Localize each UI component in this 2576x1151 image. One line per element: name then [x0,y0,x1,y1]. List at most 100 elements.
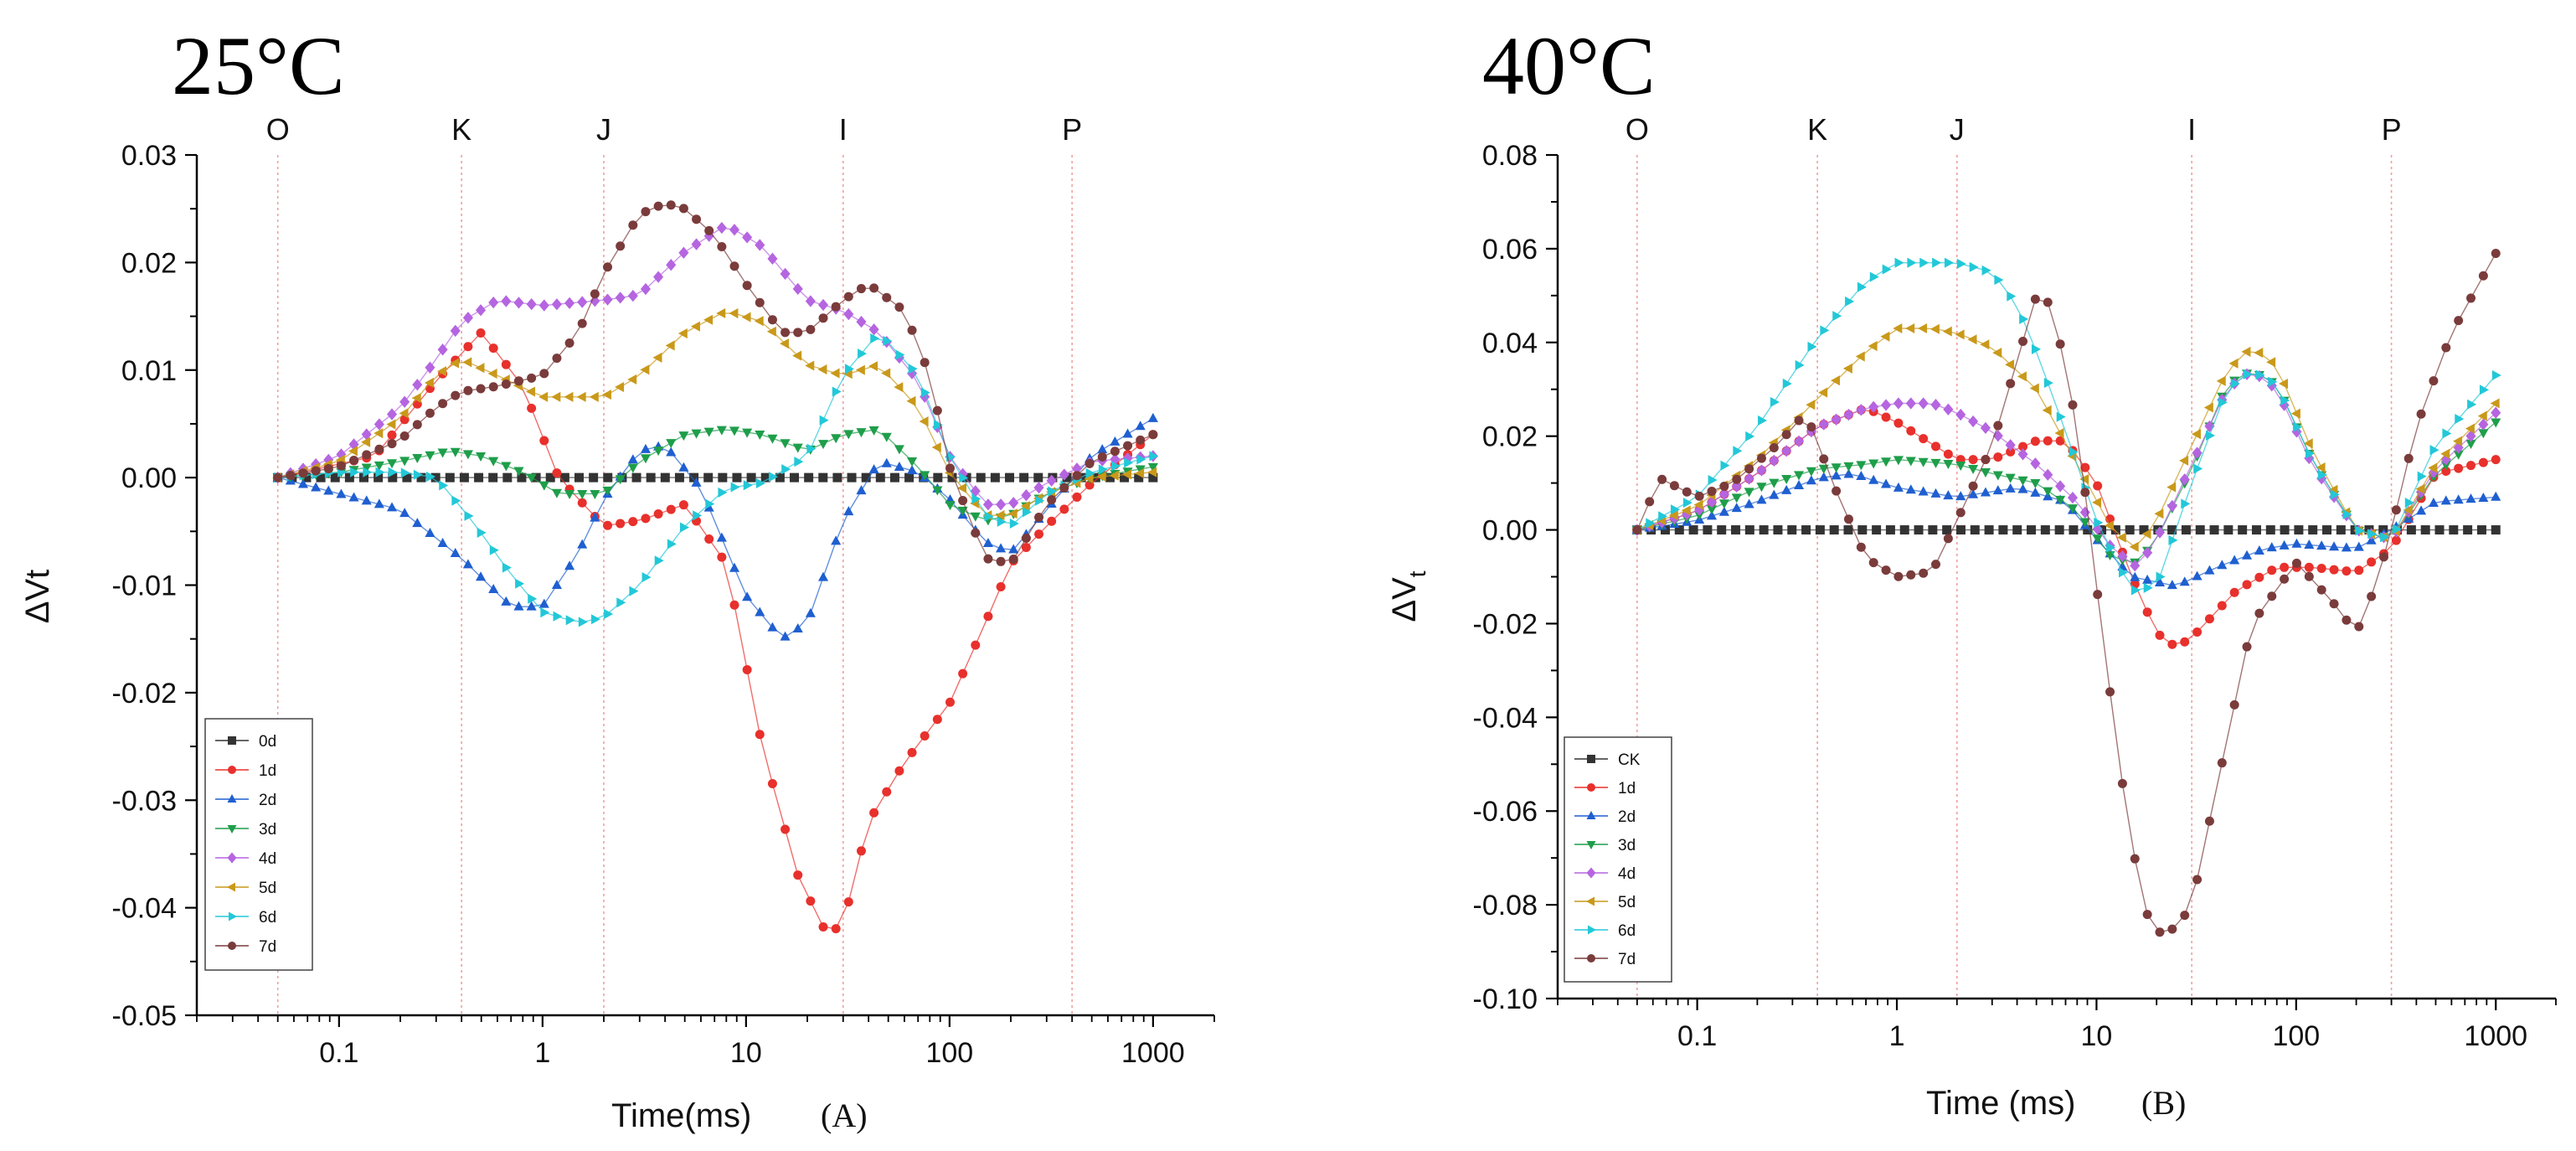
panel-a-series-6d-point [858,348,868,359]
panel-a-phase-label-J: J [596,112,611,147]
panel-a-series-6d-point [984,511,994,522]
panel-a-series-7d-point [882,292,892,302]
panel-b-series-3d-point [2067,504,2079,514]
panel-b-temperature-label: 40°C [1482,19,1656,112]
panel-b-series-CK-point [2308,525,2318,535]
panel-b-series-7d-point [1906,570,1916,580]
panel-b-series-6d-point [2106,542,2116,553]
panel-a-series-7d-point [945,463,955,473]
panel-b-series-4d-point [1955,408,1966,421]
panel-b-series-4d-point [1731,480,1742,493]
panel-a-series-6d-point [743,480,753,491]
panel-b-series-CK-point [1773,525,1783,535]
panel-a-series-5d-point [703,314,714,325]
panel-b-series-6d-point [2330,489,2340,500]
panel-b-series-5d-point [1967,334,1977,345]
panel-a-legend-label-1d: 1d [259,762,276,780]
panel-a-series-2d-point [1008,544,1019,554]
panel-a-series-5d-point [842,369,853,379]
panel-b-series-7d-point [2117,778,2127,788]
panel-a-series-7d-point [717,242,727,252]
panel-b-legend-label-4d: 4d [1618,865,1636,883]
panel-b-legend-label-5d: 5d [1618,894,1636,911]
panel-a-series-4d-point [755,239,765,251]
panel-b-series-2d-point [2192,570,2202,581]
panel-a-series-6d-point [819,415,829,426]
panel-b-series-6d-point [2342,508,2352,520]
panel-b-series-6d-point [2317,469,2327,480]
panel-b-series-5d-point [2079,473,2089,485]
panel-a-series-2d-point [716,532,727,542]
panel-b-series-CK-point [1885,525,1895,535]
panel-a-series-3d-point [602,486,613,496]
panel-a-series-3d-point [627,463,638,473]
panel-a-series-6d-point [755,477,765,489]
panel-b-y-tick-label: 0.02 [1482,421,1538,453]
panel-a-series-3d-point [640,454,652,464]
panel-b-series-CK-point [2069,525,2079,535]
panel-b-series-3d-point [1992,471,2003,481]
panel-b-series-2d-point [2341,542,2352,552]
panel-a-x-tick-label: 1 [534,1037,550,1069]
panel-b-series-2d-point [1818,472,1829,482]
panel-b-series-5d-point [2092,497,2102,508]
panel-a-series-0d-point [832,472,842,483]
panel-b-series-6d-point [1658,511,1668,522]
panel-a-series-1d-point [856,846,866,856]
panel-a-series-6d-point [1124,457,1134,468]
panel-a-series-1d-point [641,514,651,524]
panel-a-series-4d-point [476,304,487,317]
panel-a-series-6d-point [451,495,461,506]
panel-a-y-axis-title: ΔVt [19,570,56,624]
panel-b-series-4d-point [2316,472,2327,485]
panel-b-series-3d-point [1905,457,1916,467]
panel-b-series-4d-point [1992,430,2003,442]
panel-b-series-1d-point [2367,557,2377,567]
panel-a-series-5d-point [1121,469,1131,480]
panel-b-series-CK-point [1872,525,1882,535]
panel-a-legend-label-5d: 5d [259,880,276,897]
panel-b-series-CK-point [2195,525,2205,535]
panel-a-series-1d-point [793,870,803,880]
panel-a-series-7d-point [616,241,626,251]
panel-b-series-7d-point [1632,525,1642,535]
panel-a-series-5d-point [576,391,586,402]
panel-a-series-3d-point [755,430,765,440]
panel-a-series-6d-point [680,522,690,533]
panel-a-series-3d-point [374,461,384,471]
panel-b-series-CK-point [2491,525,2501,535]
panel-b-series-6d-point [2268,376,2278,387]
panel-a-series-2d-point [792,622,803,632]
panel-b-series-7d-point [2391,505,2401,515]
panel-b-series-CK-point [2449,525,2459,535]
panel-b-series-5d-point [2166,482,2177,493]
panel-a-series-1d-point [678,500,688,510]
panel-b-series-6d-point [2143,582,2153,593]
panel-a-series-5d-point [1020,500,1030,512]
panel-b-series-6d-point [1782,378,1792,389]
panel-a-plot-area: O K J I P -0.05 -0.04 -0.03 -0.02 -0.01 0.00 0.01 0.… [112,112,1215,1069]
panel-a-series-1d-point [920,731,930,741]
panel-a-series-0d-point [732,472,742,483]
panel-a-series-3d-point [476,452,487,462]
panel-b-series-2d-point [1731,503,1742,513]
panel-a-series-7d-point [742,281,752,291]
panel-b-series-CK-point [2434,525,2445,535]
panel-a-series-7d-point [856,284,866,294]
panel-b-series-3d-point [2491,418,2501,428]
panel-b-series-7d-point [2180,911,2190,921]
panel-b-series-5d-point [2042,405,2052,415]
panel-a-legend-marker-1d [228,766,236,774]
panel-b-series-1d-point [1893,418,1904,428]
panel-a-series-3d-point [551,488,562,498]
panel-b-series-CK-point [2476,525,2486,535]
panel-b-series-2d-point [2142,574,2153,584]
panel-a-series-6d-point [1149,451,1159,462]
panel-b-series-2d-point [1769,489,1780,499]
panel-a-series-4d-point [488,297,499,309]
panel-b-legend-label-CK: CK [1618,751,1641,769]
panel-b-series-3d-point [1868,459,1879,469]
panel-a-series-6d-point [1098,464,1108,475]
panel-b-series-7d-point [2130,854,2140,864]
panel-a-series-5d-point [538,391,549,402]
